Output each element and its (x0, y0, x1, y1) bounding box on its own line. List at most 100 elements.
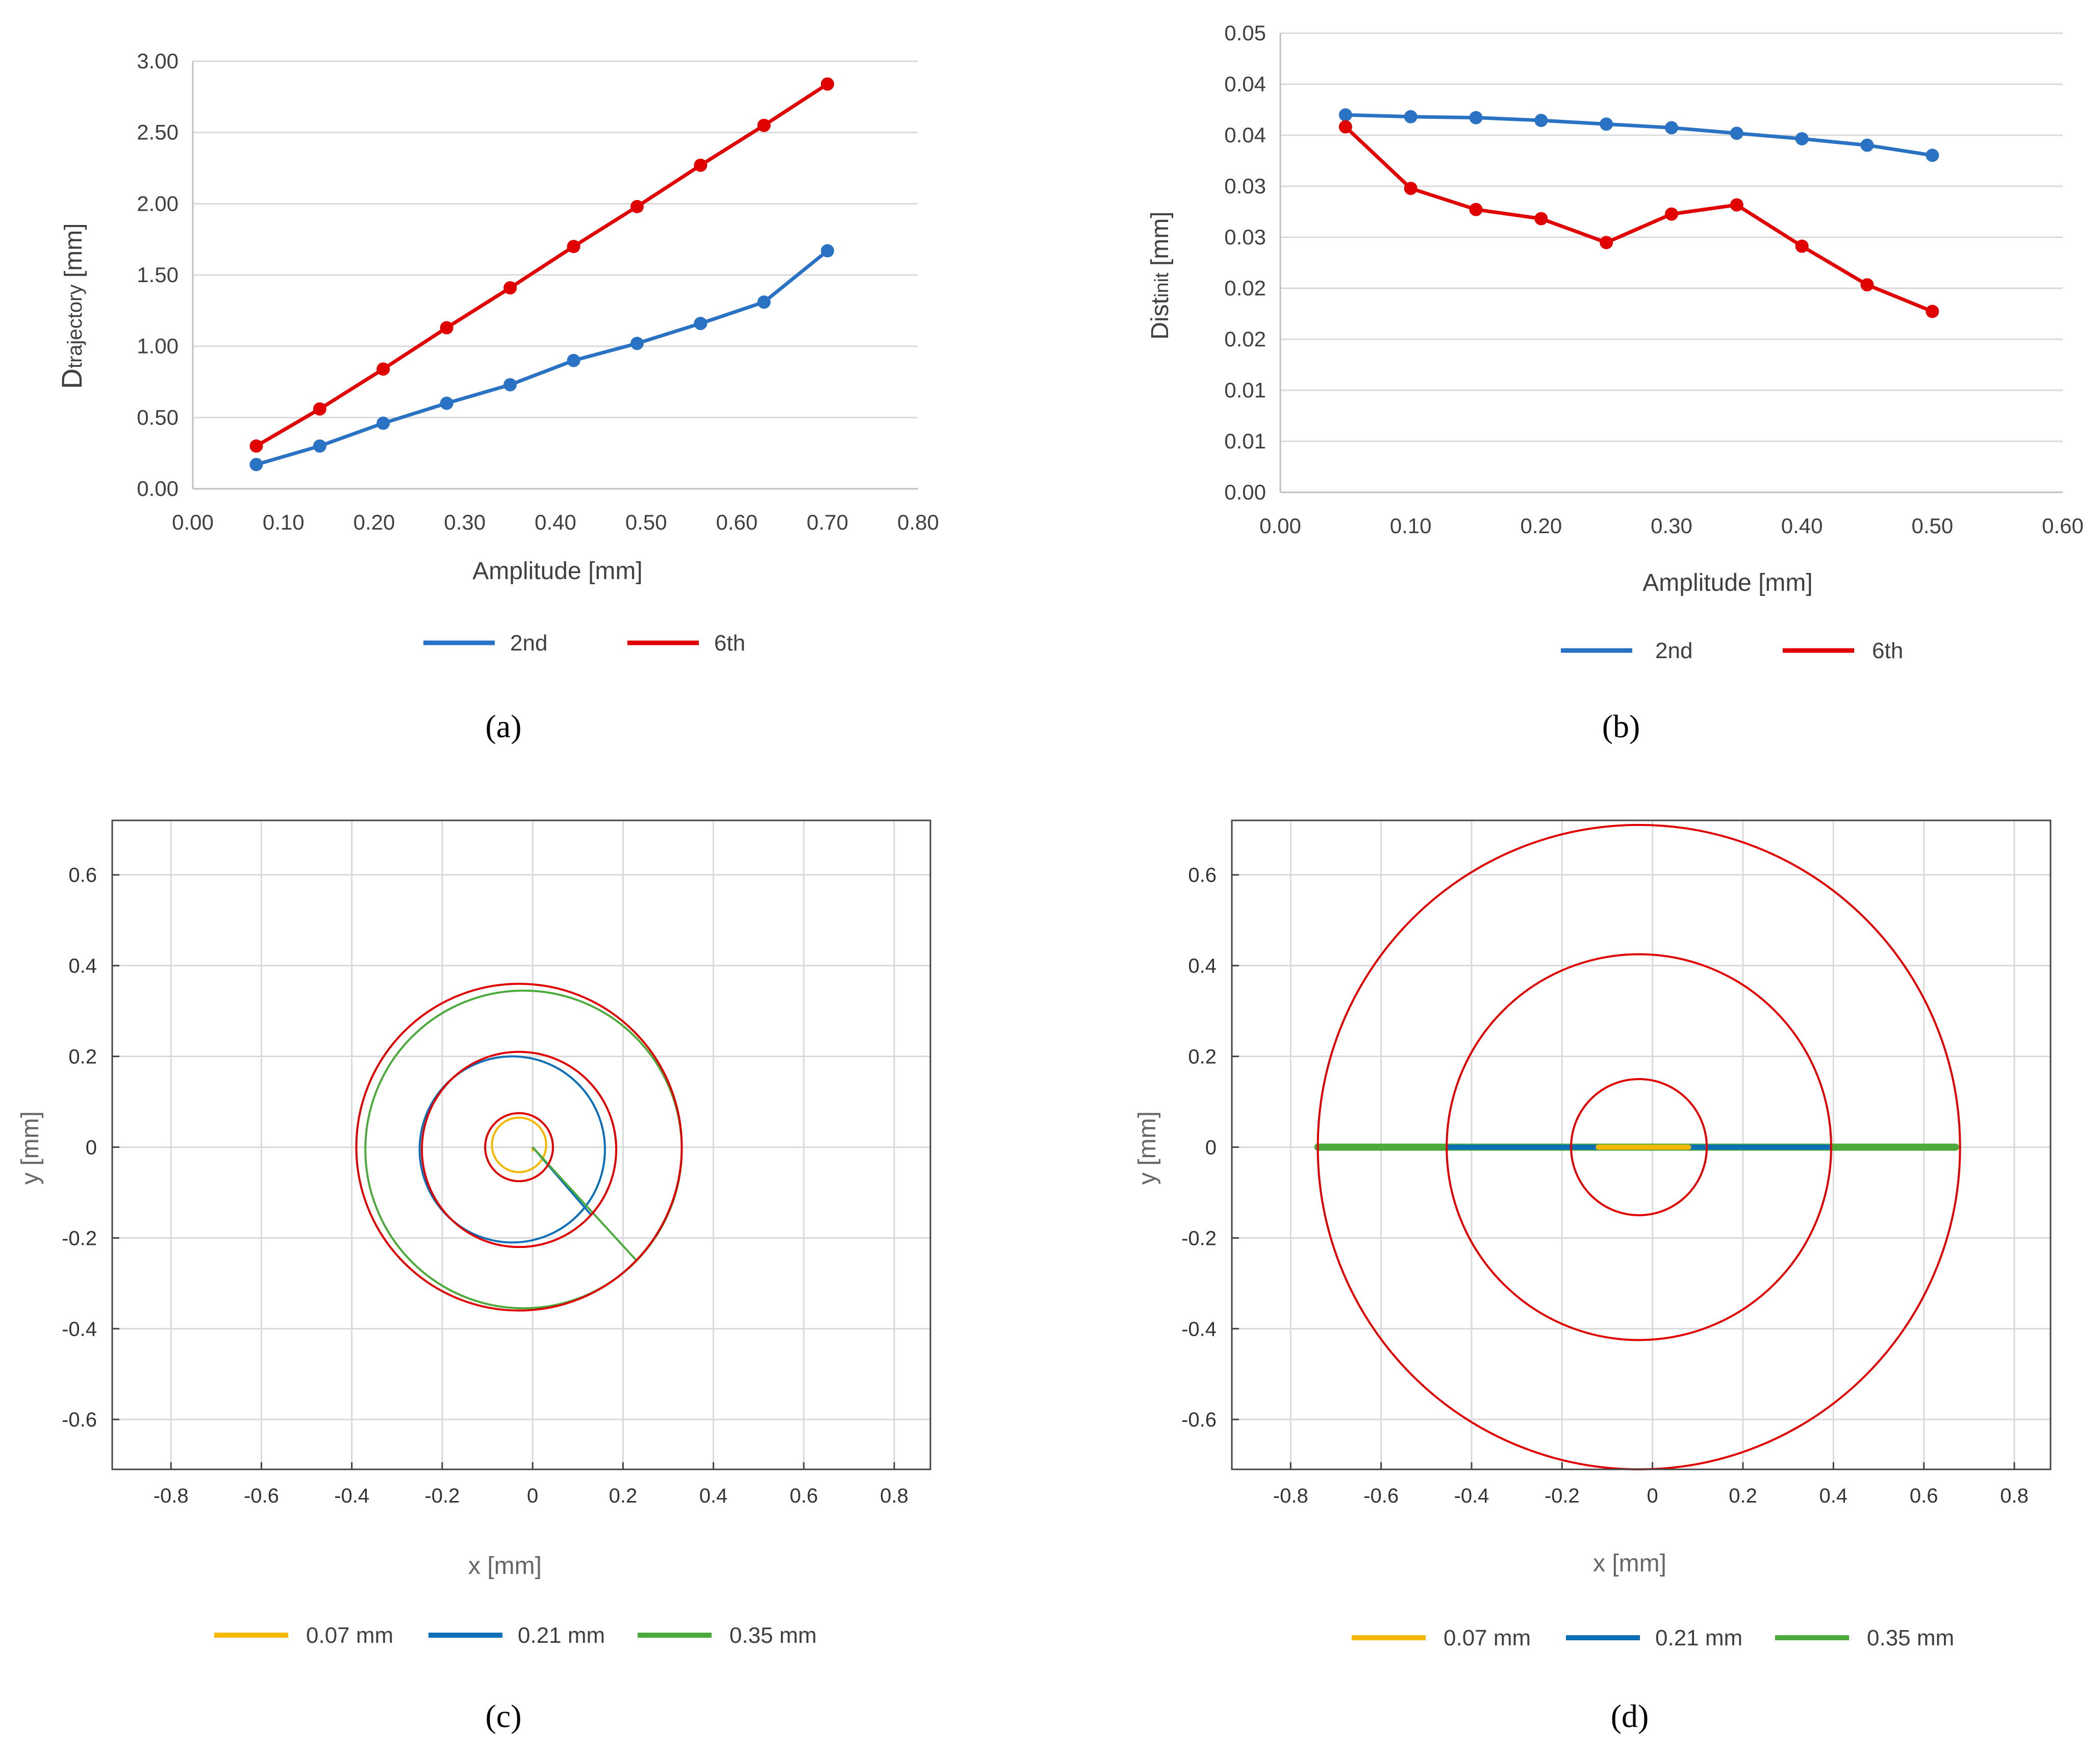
c-x-tick-1: -0.6 (244, 1485, 279, 1507)
d-y-tick-6: 0.6 (1188, 864, 1217, 887)
a-x-tick-labels: 0.00 0.10 0.20 0.30 0.40 0.50 0.60 0.70 0.80 (172, 510, 939, 534)
b-point-2nd-5 (1665, 121, 1678, 135)
b-point-6th-8 (1860, 278, 1874, 292)
a-legend: 2nd 6th (423, 631, 745, 656)
c-legend-label-007: 0.07 mm (306, 1623, 393, 1648)
d-x-tick-6: 0.4 (1819, 1485, 1848, 1507)
b-y-tick-5: 0.03 (1224, 225, 1266, 249)
c-x-tick-2: -0.4 (334, 1485, 369, 1507)
a-point-2nd-9 (821, 244, 834, 258)
a-point-2nd-5 (567, 354, 580, 367)
c-reference-circle-2 (355, 983, 683, 1312)
a-x-axis-title: Amplitude [mm] (472, 558, 642, 585)
c-reference-circle-0 (484, 1112, 554, 1183)
b-legend-label-2nd: 2nd (1655, 638, 1692, 663)
c-y-tick-1: -0.4 (62, 1318, 97, 1340)
a-y-tick-3: 1.50 (137, 263, 179, 287)
a-x-tick-0: 0.00 (172, 510, 214, 534)
b-point-2nd-2 (1469, 111, 1483, 124)
d-x-axis-title: x [mm] (1593, 1550, 1666, 1577)
c-y-tick-3: 0 (86, 1136, 97, 1159)
a-legend-label-6th: 6th (714, 631, 745, 656)
c-y-tick-0: -0.6 (62, 1409, 97, 1431)
b-x-axis-title: Amplitude [mm] (1642, 569, 1812, 596)
b-point-6th-5 (1665, 207, 1678, 221)
a-series (249, 77, 834, 471)
b-series (1338, 108, 1939, 318)
d-y-tick-5: 0.4 (1188, 955, 1217, 978)
c-trajectory-0 (491, 1116, 547, 1173)
a-gridlines (193, 60, 918, 418)
c-legend: 0.07 mm 0.21 mm 0.35 mm (214, 1623, 817, 1648)
b-point-6th-7 (1795, 239, 1809, 253)
b-y-tick-7: 0.04 (1224, 123, 1266, 147)
d-panel-label: (d) (1611, 1698, 1649, 1734)
a-y-tick-6: 3.00 (137, 49, 179, 73)
b-y-tick-3: 0.02 (1224, 327, 1266, 351)
panel-c-chart: -0.6 -0.4 -0.2 0 0.2 0.4 0.6 -0.8 -0.6 -0.4 -0.2 0… (17, 819, 931, 1734)
c-trajectory-2 (364, 989, 683, 1310)
a-legend-label-2nd: 2nd (510, 631, 547, 656)
a-panel-label: (a) (485, 708, 521, 744)
a-point-2nd-1 (313, 439, 326, 453)
b-point-6th-2 (1469, 203, 1483, 216)
a-x-tick-7: 0.70 (806, 510, 848, 534)
d-y-tick-3: 0 (1205, 1136, 1217, 1159)
c-panel-label: (c) (485, 1698, 521, 1734)
c-legend-label-035: 0.35 mm (729, 1623, 817, 1648)
b-legend-label-6th: 6th (1872, 638, 1903, 663)
d-legend-label-035: 0.35 mm (1867, 1625, 1954, 1650)
c-y-tick-6: 0.6 (68, 864, 97, 887)
c-trajectory-1 (418, 1055, 606, 1244)
panel-a-chart: 0.00 0.50 1.00 1.50 2.00 2.50 3.00 0.00 0.10 0.2… (56, 49, 939, 744)
b-y-tick-6: 0.03 (1224, 174, 1266, 198)
a-point-6th-0 (249, 439, 263, 453)
a-point-6th-7 (694, 158, 707, 172)
c-y-tick-labels: -0.6 -0.4 -0.2 0 0.2 0.4 0.6 (62, 864, 97, 1431)
b-panel-label: (b) (1602, 708, 1640, 744)
d-legend-label-021: 0.21 mm (1655, 1625, 1742, 1650)
d-y-tick-1: -0.4 (1181, 1318, 1217, 1340)
a-point-6th-5 (567, 240, 580, 254)
a-y-tick-labels: 0.00 0.50 1.00 1.50 2.00 2.50 3.00 (137, 49, 179, 501)
d-x-tick-3: -0.2 (1545, 1485, 1580, 1507)
a-x-tick-4: 0.40 (535, 510, 576, 534)
c-series (355, 983, 683, 1312)
b-axes (1279, 33, 2063, 493)
a-point-2nd-2 (376, 416, 390, 430)
c-x-tick-6: 0.4 (699, 1485, 728, 1507)
a-point-2nd-4 (503, 378, 517, 392)
b-x-tick-2: 0.20 (1520, 514, 1562, 538)
a-point-2nd-7 (694, 316, 707, 330)
a-x-tick-1: 0.10 (263, 510, 305, 534)
b-point-6th-6 (1730, 198, 1743, 212)
a-point-6th-8 (757, 118, 771, 132)
b-point-6th-0 (1338, 120, 1352, 134)
d-x-tick-7: 0.6 (1910, 1485, 1938, 1507)
c-x-tick-5: 0.2 (609, 1485, 638, 1507)
b-point-2nd-3 (1534, 114, 1548, 127)
b-series-line-2nd (1345, 113, 1933, 157)
c-x-axis-title: x [mm] (468, 1553, 542, 1580)
d-y-tick-4: 0.2 (1188, 1046, 1217, 1068)
d-x-tick-5: 0.2 (1729, 1485, 1757, 1507)
a-x-tick-3: 0.30 (444, 510, 486, 534)
b-point-2nd-7 (1795, 132, 1809, 145)
c-plot-frame (111, 819, 931, 1470)
a-point-2nd-3 (440, 396, 453, 410)
a-point-6th-4 (503, 281, 517, 295)
d-x-tick-labels: -0.8 -0.6 -0.4 -0.2 0 0.2 0.4 0.6 0.8 (1273, 1485, 2029, 1507)
a-point-6th-9 (821, 77, 834, 91)
a-point-6th-2 (376, 362, 390, 376)
d-x-tick-1: -0.6 (1363, 1485, 1399, 1507)
b-y-tick-4: 0.02 (1224, 276, 1266, 300)
a-x-tick-2: 0.20 (353, 510, 395, 534)
c-x-tick-3: -0.2 (424, 1485, 460, 1507)
c-x-tick-4: 0 (527, 1485, 538, 1507)
b-x-tick-labels: 0.00 0.10 0.20 0.30 0.40 0.50 0.60 (1259, 514, 2084, 538)
b-point-2nd-0 (1338, 108, 1352, 122)
c-legend-label-021: 0.21 mm (518, 1623, 605, 1648)
a-y-tick-2: 1.00 (137, 334, 179, 358)
d-y-tick-2: -0.2 (1181, 1227, 1217, 1249)
b-point-6th-3 (1534, 212, 1548, 226)
